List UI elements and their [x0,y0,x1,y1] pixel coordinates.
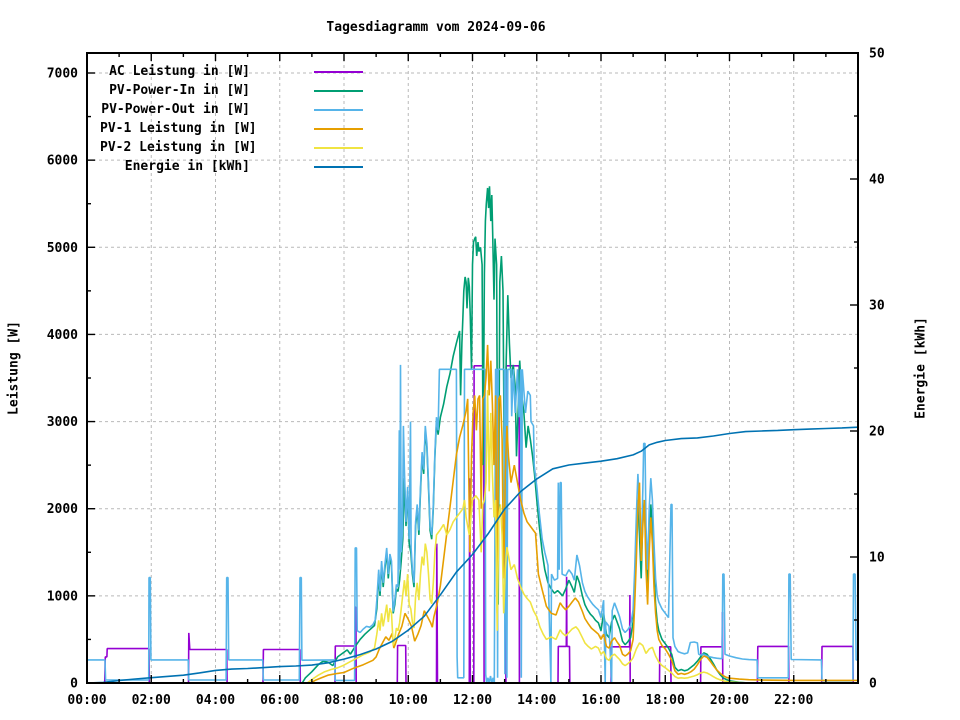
legend-item-pv-power-in: PV-Power-In in [W] [100,81,363,100]
legend-item-pv1-leistung: PV-1 Leistung in [W] [100,119,363,138]
tick-label: 7000 [47,67,78,82]
tick-label: 12:00 [453,693,492,708]
tick-label: 08:00 [324,693,363,708]
legend-line-sample [314,127,363,130]
tick-label: 00:00 [67,693,106,708]
chart-title: Tagesdiagramm vom 2024-09-06 [326,20,546,35]
tick-label: 16:00 [581,693,620,708]
tick-label: 20 [869,425,885,440]
tick-label: 0 [869,677,877,692]
series-pv1-leistung [87,344,858,684]
legend: AC Leistung in [W] PV-Power-In in [W] PV… [100,62,363,176]
series-pv2-leistung [87,390,858,684]
tick-label: 1000 [47,589,78,604]
legend-item-pv2-leistung: PV-2 Leistung in [W] [100,138,363,157]
tick-label: 3000 [47,415,78,430]
legend-line-sample [314,108,363,111]
tick-label: 02:00 [132,693,171,708]
y-axis-label-right: Energie [kWh] [913,317,929,419]
tick-label: 4000 [47,328,78,343]
legend-item-pv-power-out: PV-Power-Out in [W] [100,100,363,119]
tick-label: 2000 [47,502,78,517]
legend-label: PV-1 Leistung in [W] [100,121,257,136]
tick-label: 10:00 [389,693,428,708]
series-energie [86,426,859,684]
legend-label: PV-Power-Out in [W] [101,102,250,117]
tick-label: 22:00 [774,693,813,708]
tick-label: 50 [869,47,885,62]
tick-label: 18:00 [646,693,685,708]
tick-label: 10 [869,551,885,566]
legend-line-sample [314,165,363,168]
tick-label: 06:00 [260,693,299,708]
tick-label: 30 [869,299,885,314]
tick-label: 0 [70,677,78,692]
y-axis-label-left: Leistung [W] [6,321,22,415]
legend-label: Energie in [kWh] [124,159,250,174]
legend-item-energie: Energie in [kWh] [100,157,363,176]
series-pv-power-out [87,364,858,684]
legend-line-sample [314,146,363,149]
legend-line-sample [314,70,363,73]
legend-label: PV-2 Leistung in [W] [100,140,257,155]
tick-label: 14:00 [517,693,556,708]
tick-label: 04:00 [196,693,235,708]
tick-label: 5000 [47,241,78,256]
tick-label: 6000 [47,154,78,169]
tick-label: 20:00 [710,693,749,708]
legend-line-sample [314,89,363,92]
legend-label: PV-Power-In in [W] [109,83,250,98]
tick-label: 40 [869,173,885,188]
legend-item-ac-leistung: AC Leistung in [W] [100,62,363,81]
legend-label: AC Leistung in [W] [109,64,250,79]
